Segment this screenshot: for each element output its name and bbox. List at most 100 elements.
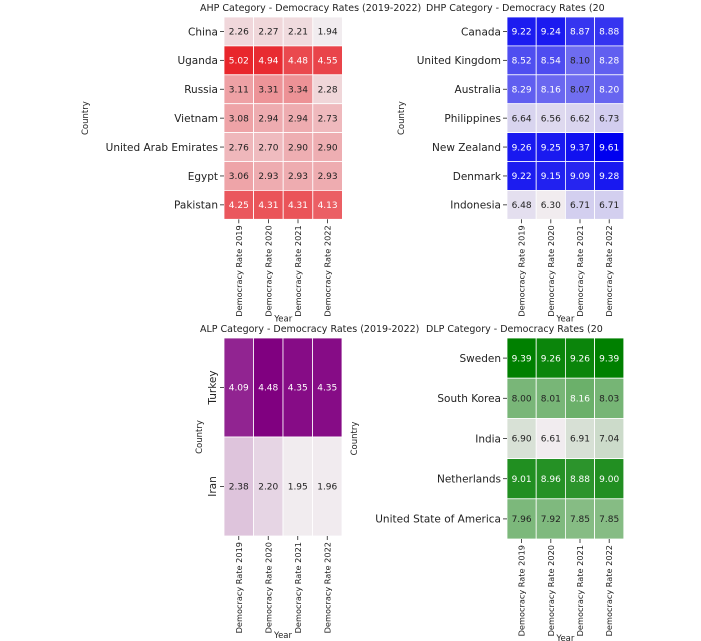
cell-value-label: 9.24	[541, 28, 561, 38]
heatmap-cell	[535, 417, 566, 459]
cell-value-label: 8.20	[599, 85, 619, 95]
column-label: Democracy Rate 2022	[322, 542, 332, 633]
cell-value-label: 8.00	[512, 395, 532, 405]
cell-value-label: 9.26	[570, 354, 590, 364]
row-label: Vietnam	[174, 113, 218, 125]
cell-value-label: 1.96	[317, 483, 337, 493]
cell-value-label: 7.92	[541, 515, 561, 525]
y-axis-label: Country	[81, 101, 91, 135]
heatmap-cell	[253, 132, 284, 162]
heatmap-cell	[312, 45, 343, 76]
heatmap-cell	[565, 161, 596, 191]
heatmap-cell	[312, 161, 343, 191]
cell-value-label: 9.25	[541, 143, 561, 153]
heatmap-cell	[253, 74, 284, 105]
cell-value-label: 2.70	[258, 143, 278, 153]
cell-value-label: 9.39	[599, 354, 619, 364]
cell-value-label: 8.54	[541, 57, 561, 67]
cell-value-label: 7.04	[599, 435, 619, 445]
cell-value-label: 9.22	[512, 28, 532, 38]
cell-value-label: 3.08	[229, 114, 249, 124]
column-label: Democracy Rate 2022	[323, 225, 333, 316]
x-axis-label: Year	[555, 314, 575, 324]
column-label: Democracy Rate 2019	[517, 225, 527, 316]
panel-title: AHP Category - Democracy Rates (2019-202…	[200, 3, 421, 14]
row-label: Russia	[184, 84, 218, 96]
column-label: Democracy Rate 2020	[263, 542, 273, 633]
cell-value-label: 9.39	[512, 354, 532, 364]
cell-value-label: 6.90	[512, 435, 532, 445]
column-label: Democracy Rate 2021	[575, 545, 585, 636]
cell-value-label: 9.26	[541, 354, 561, 364]
cell-value-label: 9.37	[570, 143, 590, 153]
heatmap-cell	[282, 436, 313, 537]
heatmap-cell	[535, 161, 566, 191]
y-axis-label: Country	[397, 101, 407, 135]
row-label: Uganda	[177, 55, 218, 67]
cell-value-label: 3.06	[229, 172, 249, 182]
heatmap-panel-4: DLP Category - Democracy Rates (20 9.39 9.…	[350, 324, 625, 641]
cell-value-label: 4.94	[258, 57, 278, 67]
cell-value-label: 8.16	[570, 395, 590, 405]
heatmap-cell	[223, 189, 255, 220]
heatmap-cell	[594, 132, 625, 162]
heatmap-cell	[312, 189, 343, 220]
cell-value-label: 9.00	[599, 475, 619, 485]
heatmap-cell	[312, 103, 343, 133]
heatmap-cell	[223, 436, 254, 537]
cell-value-label: 7.96	[512, 515, 532, 525]
cell-value-label: 2.93	[318, 172, 338, 182]
cell-value-label: 4.31	[258, 201, 278, 211]
heatmap-cell	[565, 45, 596, 76]
cell-value-label: 9.09	[570, 172, 590, 182]
heatmap-cell	[312, 16, 343, 47]
cell-value-label: 4.48	[258, 384, 278, 394]
heatmap-cell	[253, 16, 284, 47]
row-label: Indonesia	[450, 200, 501, 212]
cell-value-label: 1.95	[288, 483, 308, 493]
cell-value-label: 4.25	[229, 201, 249, 211]
x-axis-label: Year	[273, 314, 293, 324]
heatmap-cell	[253, 161, 284, 191]
cell-value-label: 5.02	[229, 57, 249, 67]
row-label: United State of America	[375, 514, 501, 526]
cell-value-label: 6.48	[512, 201, 532, 211]
heatmap-cell	[312, 132, 343, 162]
column-label: Democracy Rate 2021	[293, 542, 303, 633]
heatmap-panel-2: DHP Category - Democracy Rates (20 9.22 9.…	[397, 3, 625, 324]
cell-value-label: 6.71	[570, 201, 590, 211]
cell-value-label: 6.64	[512, 114, 532, 124]
column-label: Democracy Rate 2021	[293, 225, 303, 316]
cell-value-label: 4.31	[288, 201, 308, 211]
heatmap-cell	[594, 377, 625, 419]
heatmap-cell	[253, 45, 284, 76]
heatmap-cell	[253, 103, 284, 133]
cell-value-label: 2.27	[258, 28, 278, 38]
heatmap-cell	[312, 74, 343, 105]
cell-value-label: 8.29	[512, 85, 532, 95]
row-label: India	[475, 433, 501, 445]
heatmap-cell	[565, 132, 596, 162]
cell-value-label: 8.16	[541, 85, 561, 95]
cell-value-label: 4.48	[288, 57, 308, 67]
panel-title: DHP Category - Democracy Rates (20	[426, 3, 605, 14]
cell-value-label: 2.28	[318, 85, 338, 95]
row-label: Iran	[207, 476, 219, 497]
row-label: Egypt	[188, 171, 218, 183]
cell-value-label: 7.85	[570, 515, 590, 525]
row-label: Sweden	[460, 353, 502, 365]
column-label: Democracy Rate 2020	[546, 545, 556, 636]
row-label: Denmark	[453, 171, 502, 183]
row-label: Turkey	[207, 370, 219, 405]
y-axis-label: Country	[195, 420, 205, 454]
cell-value-label: 1.94	[318, 28, 338, 38]
cell-value-label: 8.10	[570, 57, 590, 67]
heatmap-cell	[594, 417, 625, 459]
heatmap-cell	[594, 45, 625, 76]
cell-value-label: 6.56	[541, 114, 561, 124]
heatmap-cell	[535, 103, 566, 133]
cell-value-label: 4.13	[318, 201, 338, 211]
heatmap-cell	[535, 498, 566, 540]
cell-value-label: 6.71	[599, 201, 619, 211]
